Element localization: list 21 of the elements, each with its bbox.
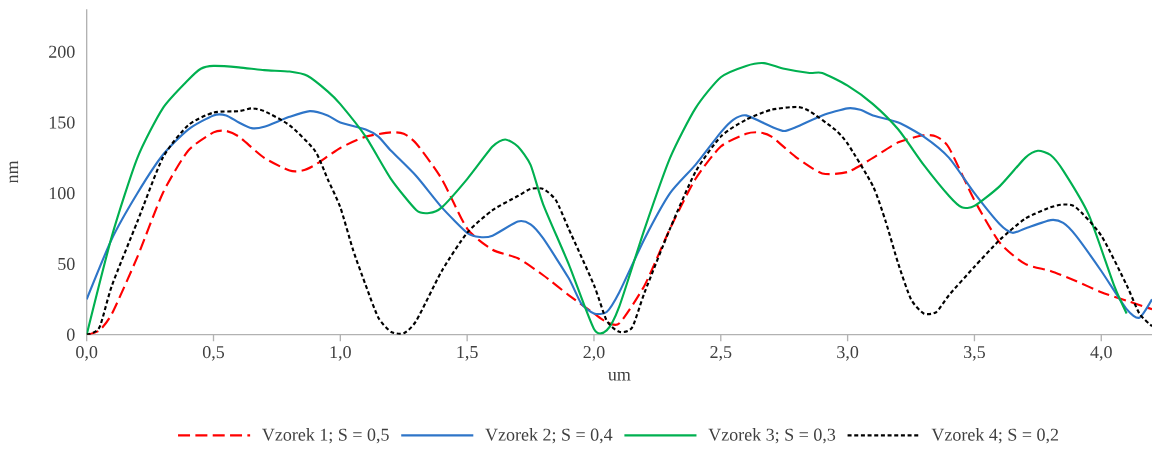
x-tick-label: 3,0 bbox=[837, 346, 859, 361]
y-tick-label: 50 bbox=[58, 257, 75, 270]
y-tick-label: 100 bbox=[49, 187, 75, 200]
legend-label: Vzorek 3; S = 0,3 bbox=[708, 428, 836, 444]
y-axis-title: nm bbox=[9, 160, 19, 184]
legend-label: Vzorek 1; S = 0,5 bbox=[262, 428, 389, 444]
x-tick-label: 1,0 bbox=[330, 346, 351, 361]
line-series bbox=[86, 62, 1128, 335]
x-tick-label: 0,5 bbox=[202, 346, 225, 361]
legend-label: Vzorek 4; S = 0,2 bbox=[931, 428, 1059, 444]
x-tick-label: 4,0 bbox=[1090, 346, 1112, 361]
x-tick-label: 2,0 bbox=[583, 346, 605, 361]
x-tick-label: 1,5 bbox=[457, 346, 478, 361]
x-tick-label: 3,5 bbox=[964, 346, 985, 361]
y-tick-label: 0 bbox=[66, 328, 75, 341]
x-tick-label: 0,0 bbox=[76, 346, 98, 361]
x-tick-label: 2,5 bbox=[710, 346, 732, 361]
y-tick-label: 150 bbox=[49, 116, 75, 129]
legend-label: Vzorek 2; S = 0,4 bbox=[485, 428, 613, 444]
y-tick-label: 200 bbox=[49, 45, 75, 58]
x-axis-title: um bbox=[608, 371, 631, 381]
